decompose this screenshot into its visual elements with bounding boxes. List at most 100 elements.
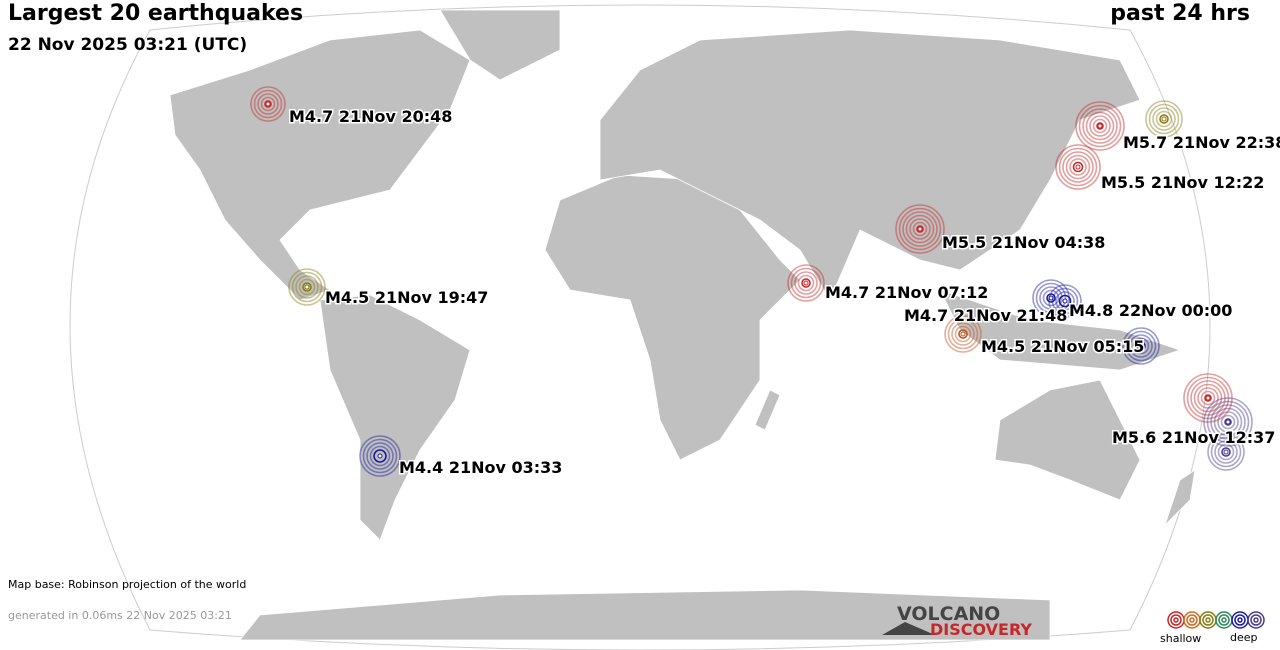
ring [253,89,283,119]
quake-marker [1032,279,1070,317]
south-america [319,294,471,541]
ring [1207,433,1245,471]
legend-ring [1170,614,1182,626]
dot [1225,419,1231,425]
legend [1167,611,1265,629]
quake-marker [895,204,945,254]
legend-ring [1189,617,1195,623]
quake-label: M4.5 21Nov 19:47 [325,288,488,307]
ring [1035,282,1067,314]
ring [1058,294,1072,308]
ring [1055,144,1101,190]
dot [1075,164,1081,170]
ring [288,268,326,306]
quake-marker [1055,144,1101,190]
north-america [169,29,471,301]
legend-ring [1218,614,1230,626]
dot [1205,395,1211,401]
quake-label: M5.7 21Nov 22:38 [1123,133,1280,152]
quake-marker [1122,327,1160,365]
quake-marker [288,268,326,306]
ring [1085,111,1115,141]
dot [1138,343,1144,349]
quake-marker [1145,100,1183,138]
ring [1125,330,1157,362]
legend-ring [1205,617,1211,623]
quake-label: M5.5 21Nov 04:38 [942,233,1105,252]
legend-ring [1247,611,1265,629]
ring [1096,122,1104,130]
ring [954,325,972,343]
dot [1062,298,1068,304]
quake-marker [1207,433,1245,471]
ring [944,315,982,353]
ring [1210,404,1246,440]
ring [905,214,935,244]
ring [264,100,272,108]
madagascar [754,389,781,431]
ring [257,93,279,115]
ring [369,445,391,467]
logo-volcano: VOLCANO [897,603,1000,625]
ring [1217,411,1239,433]
ring [1155,110,1173,128]
dot [1223,449,1229,455]
legend-ring [1234,614,1246,626]
ring [1051,287,1079,315]
ring [295,275,319,299]
ring [302,282,312,292]
dot [917,226,923,232]
ring [1048,284,1082,318]
ring [1214,440,1238,464]
quake-label: M4.8 22Nov 00:00 [1069,301,1232,320]
ring [1132,337,1150,355]
legend-ring [1237,617,1243,623]
ring [1062,151,1094,183]
generated-note: generated in 0.06ms 22 Nov 2025 03:21 [8,609,232,622]
ring [1046,293,1056,303]
ring [298,278,316,296]
ring [1145,100,1183,138]
quake-marker [1203,397,1253,447]
quake-label: M5.5 21Nov 12:22 [1101,173,1264,192]
ring [1148,103,1180,135]
eurasia [599,29,1141,301]
ring [1075,101,1125,151]
ring [1217,443,1235,461]
title: Largest 20 earthquakes [8,1,303,26]
dot [1161,116,1167,122]
quake-label: M4.7 21Nov 07:12 [825,283,988,302]
ring [1213,407,1243,437]
logo-mountain [882,622,935,635]
dot [265,101,271,107]
ring [1089,115,1111,137]
ring [1122,327,1160,365]
land [169,9,1196,641]
quake-marker [1075,101,1125,151]
ring [1197,387,1219,409]
ring [909,218,931,240]
ring [260,96,276,112]
ring [373,449,387,463]
legend-ring [1253,617,1259,623]
ring [1082,108,1118,144]
dot [803,280,809,286]
ring [366,442,394,470]
quake-label: M4.5 21Nov 05:15 [981,337,1144,356]
ring [250,86,286,122]
ring [1220,414,1236,430]
greenland [439,9,561,81]
ring [1210,436,1242,468]
ring [1206,400,1250,444]
ring [902,211,938,247]
ring [1159,114,1169,124]
ring [951,322,975,346]
ring [1078,104,1122,148]
quake-marker [359,435,401,477]
ring [1190,380,1226,416]
subtitle: 22 Nov 2025 03:21 (UTC) [8,35,247,55]
legend-ring [1202,614,1214,626]
ring [790,267,822,299]
quake-marker [250,86,286,122]
legend-ring [1186,614,1198,626]
